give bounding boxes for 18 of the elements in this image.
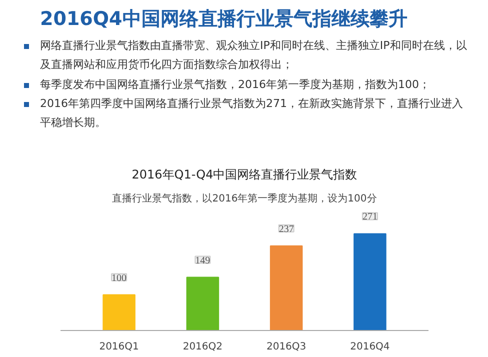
text: 每季度发布中国网络直播行业景气指数，2016年第一季度为基期，指数为100； [40,76,431,93]
text: 2016Q4中国网络直播行业景气指继续攀升 [40,7,408,32]
bar [270,245,303,330]
data-label: 149 [195,255,210,266]
chart-title: 2016年Q1-Q4中国网络直播行业景气指数 [132,168,358,182]
x-tick-label: 2016Q3 [266,342,306,352]
x-tick-label: 2016Q4 [350,342,390,352]
bar [186,276,220,330]
text: 2016年第四季度中国网络直播行业景气指数为271，在新政实施背景下，直播行业进入平稳增长期。 [40,96,464,131]
data-label: 271 [362,212,378,223]
bar [354,233,386,330]
data-label: 237 [278,224,294,235]
x-tick-label: 2016Q1 [99,342,139,352]
x-tick-label: 2016Q2 [182,342,223,352]
data-label: 100 [112,272,127,284]
text: 网络直播行业景气指数由直播带宽、观众独立IP和同时在线、主播独立IP和同时在线，以及直播网站和应用货币化四方面指数综合加权得出； [40,38,468,73]
bar [102,294,136,330]
chart-subtitle: 直播行业景气指数，以2016年第一季度为基期，设为100分 [112,192,377,204]
